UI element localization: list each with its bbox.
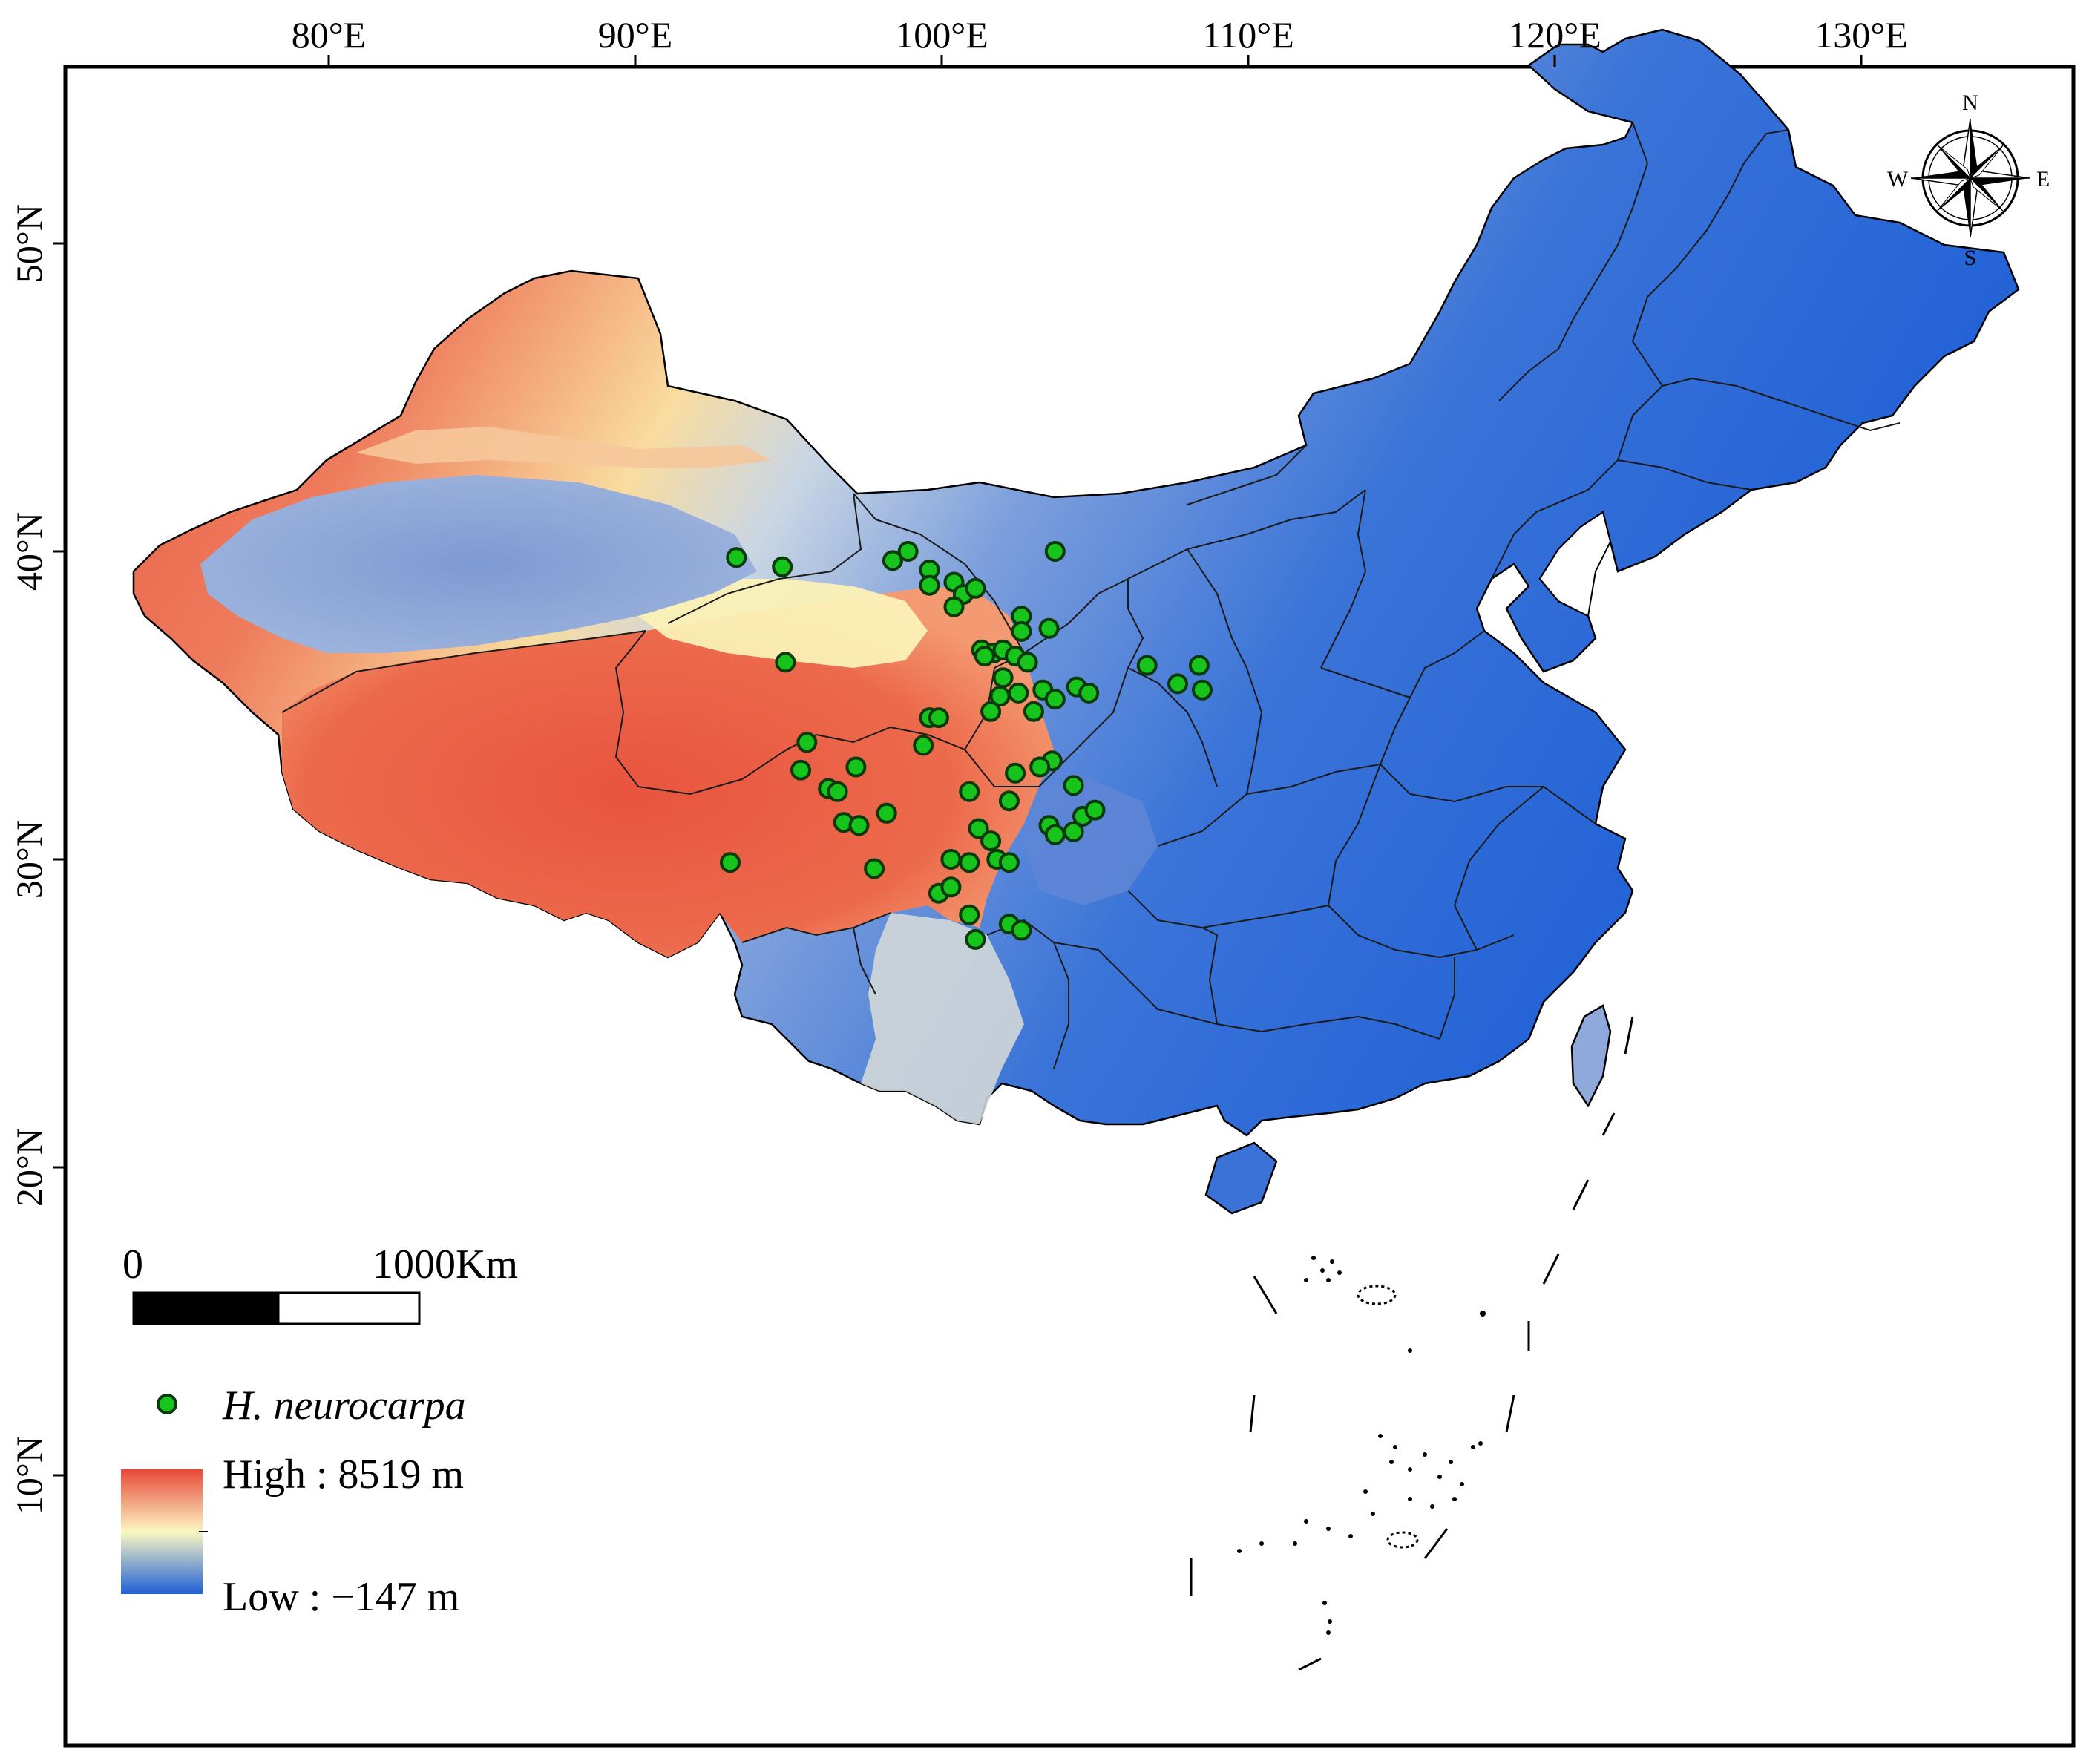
south-china-sea-inset xyxy=(1190,1016,1634,1671)
occurrence-point xyxy=(882,550,903,571)
x-tick-label: 100°E xyxy=(895,14,988,56)
occurrence-point xyxy=(919,574,940,596)
occurrence-point xyxy=(1192,679,1213,701)
scale-bar: 0 1000Km xyxy=(122,1242,518,1325)
occurrence-point xyxy=(992,667,1014,689)
x-tick-label: 130°E xyxy=(1814,14,1908,56)
legend-point-symbol xyxy=(157,1394,177,1414)
y-tick-label: 30°N xyxy=(8,820,50,899)
occurrence-point xyxy=(959,852,980,873)
occurrence-point xyxy=(965,928,986,950)
occurrence-point xyxy=(998,790,1020,812)
occurrence-point xyxy=(1038,617,1060,639)
occurrence-point xyxy=(1044,541,1066,562)
occurrence-point xyxy=(1188,655,1210,676)
occurrence-point xyxy=(965,577,986,599)
occurrence-point xyxy=(1078,682,1100,704)
occurrence-point xyxy=(913,735,934,756)
occurrence-point xyxy=(845,756,867,778)
occurrence-point xyxy=(720,852,741,873)
scale-start-label: 0 xyxy=(122,1242,143,1288)
occurrence-point xyxy=(1044,689,1066,710)
occurrence-point xyxy=(1017,652,1038,673)
y-tick-label: 10°N xyxy=(8,1436,50,1515)
legend-high-label: High : 8519 m xyxy=(223,1452,464,1498)
x-tick-label: 120°E xyxy=(1508,14,1601,56)
compass-n-label: N xyxy=(1962,91,1978,115)
occurrence-point xyxy=(943,596,965,617)
occurrence-points xyxy=(720,541,1213,950)
y-tick-label: 50°N xyxy=(8,204,50,283)
occurrence-point xyxy=(1063,821,1084,842)
compass-w-label: W xyxy=(1887,167,1909,191)
occurrence-point xyxy=(772,556,793,577)
occurrence-point xyxy=(864,858,885,879)
x-tick-label: 110°E xyxy=(1202,14,1294,56)
y-tick-label: 20°N xyxy=(8,1128,50,1207)
x-tick-label: 80°E xyxy=(292,14,367,56)
occurrence-point xyxy=(959,781,980,802)
graticule-ticks: 80°E 90°E 100°E 110°E 120°E 130°E 50°N 40°N 30°N… xyxy=(8,14,1908,1515)
occurrence-point xyxy=(968,818,989,839)
occurrence-point xyxy=(796,732,818,753)
occurrence-point xyxy=(980,830,1002,852)
island-dots xyxy=(1237,1256,1486,1635)
china-landmass xyxy=(132,28,2020,1215)
occurrence-point xyxy=(726,547,747,568)
legend: H. neurocarpa High : 8519 m Low : −147 m xyxy=(121,1383,466,1620)
occurrence-point xyxy=(1011,919,1032,941)
occurrence-point xyxy=(940,849,962,870)
occurrence-point xyxy=(1023,701,1044,722)
occurrence-point xyxy=(876,802,897,824)
occurrence-point xyxy=(790,759,811,781)
x-tick-label: 90°E xyxy=(598,14,673,56)
occurrence-point xyxy=(1008,682,1029,704)
occurrence-point xyxy=(897,541,919,562)
occurrence-point xyxy=(1005,762,1026,784)
occurrence-point xyxy=(959,904,980,925)
occurrence-point xyxy=(1029,756,1051,778)
occurrence-point xyxy=(1084,799,1106,821)
scale-white-segment xyxy=(277,1291,421,1325)
compass-e-label: E xyxy=(2036,167,2050,191)
occurrence-point xyxy=(974,646,995,667)
occurrence-point xyxy=(775,652,796,673)
occurrence-point xyxy=(848,815,870,836)
compass-s-label: S xyxy=(1964,246,1977,270)
occurrence-point xyxy=(827,781,848,802)
legend-low-label: Low : −147 m xyxy=(223,1574,459,1620)
occurrence-point xyxy=(1011,620,1032,642)
legend-species-label: H. neurocarpa xyxy=(222,1383,466,1429)
scale-black-segment xyxy=(132,1291,280,1325)
province-boundaries xyxy=(281,122,1901,1069)
occurrence-point xyxy=(998,852,1020,873)
occurrence-point xyxy=(1044,824,1066,845)
compass-rose: N S E W xyxy=(1887,91,2050,270)
occurrence-point xyxy=(1136,655,1158,676)
occurrence-point xyxy=(1063,775,1084,796)
occurrence-point xyxy=(940,876,962,898)
occurrence-point xyxy=(928,707,949,729)
elevation-colorbar xyxy=(121,1469,203,1594)
scale-end-label: 1000Km xyxy=(373,1242,518,1288)
occurrence-point xyxy=(1167,673,1188,695)
y-tick-label: 40°N xyxy=(8,512,50,591)
occurrence-point xyxy=(980,701,1002,722)
